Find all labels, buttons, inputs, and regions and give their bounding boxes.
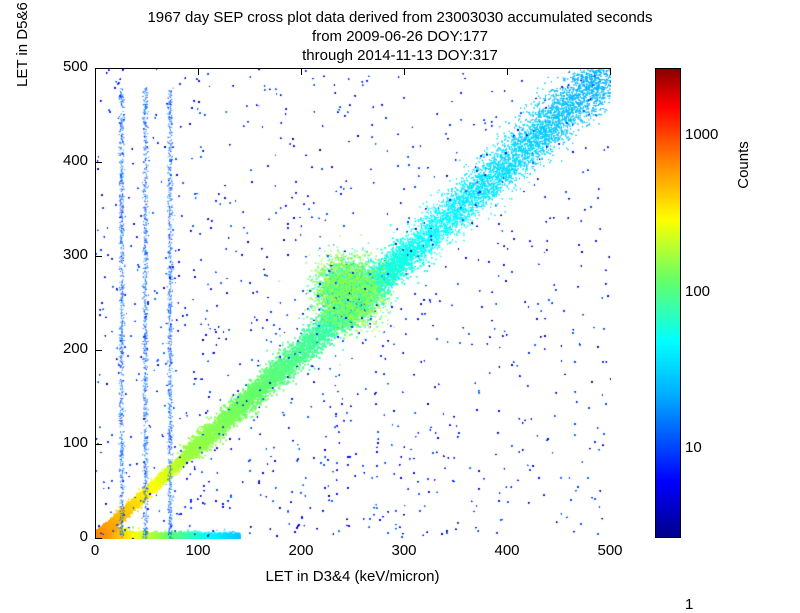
x-tick-mark-0 xyxy=(95,68,96,75)
x-tick-label-400: 400 xyxy=(487,542,527,559)
y-tick-label-500: 500 xyxy=(40,58,88,75)
x-tick-label-200: 200 xyxy=(281,542,321,559)
y-tick-label-300: 300 xyxy=(40,246,88,263)
x-tick-label-300: 300 xyxy=(384,542,424,559)
x-tick-mark-400 xyxy=(507,68,508,75)
y-tick-mark-100 xyxy=(95,444,102,445)
y-tick-label-200: 200 xyxy=(40,340,88,357)
colorbar-tick-label-100: 100 xyxy=(685,283,710,300)
x-tick-label-100: 100 xyxy=(178,542,218,559)
scatter-density-canvas[interactable] xyxy=(96,69,611,539)
x-tick-mark-200 xyxy=(301,68,302,75)
x-axis-label: LET in D3&4 (keV/micron) xyxy=(95,568,610,585)
y-tick-mark-400 xyxy=(95,162,102,163)
colorbar-tick-label-1000: 1000 xyxy=(685,126,718,143)
x-tick-label-500: 500 xyxy=(590,542,630,559)
x-tick-mark-300 xyxy=(404,68,405,75)
chart-title: 1967 day SEP cross plot data derived fro… xyxy=(0,8,800,65)
y-tick-mark-500 xyxy=(95,68,102,69)
y-axis-label: LET in D5&6 (keV/micron) xyxy=(14,0,31,150)
y-tick-label-100: 100 xyxy=(40,434,88,451)
y-tick-label-400: 400 xyxy=(40,152,88,169)
x-tick-mark-500 xyxy=(610,68,611,75)
x-tick-mark-100 xyxy=(198,68,199,75)
scatter-plot-area[interactable] xyxy=(95,68,610,538)
y-tick-mark-200 xyxy=(95,350,102,351)
colorbar-tick-label-10: 10 xyxy=(685,439,702,456)
colorbar-tick-label-1: 1 xyxy=(685,596,693,613)
y-tick-label-0: 0 xyxy=(40,528,88,545)
colorbar-label: Counts xyxy=(735,100,752,230)
y-tick-mark-0 xyxy=(95,538,102,539)
colorbar-gradient[interactable] xyxy=(655,68,681,538)
y-tick-mark-300 xyxy=(95,256,102,257)
